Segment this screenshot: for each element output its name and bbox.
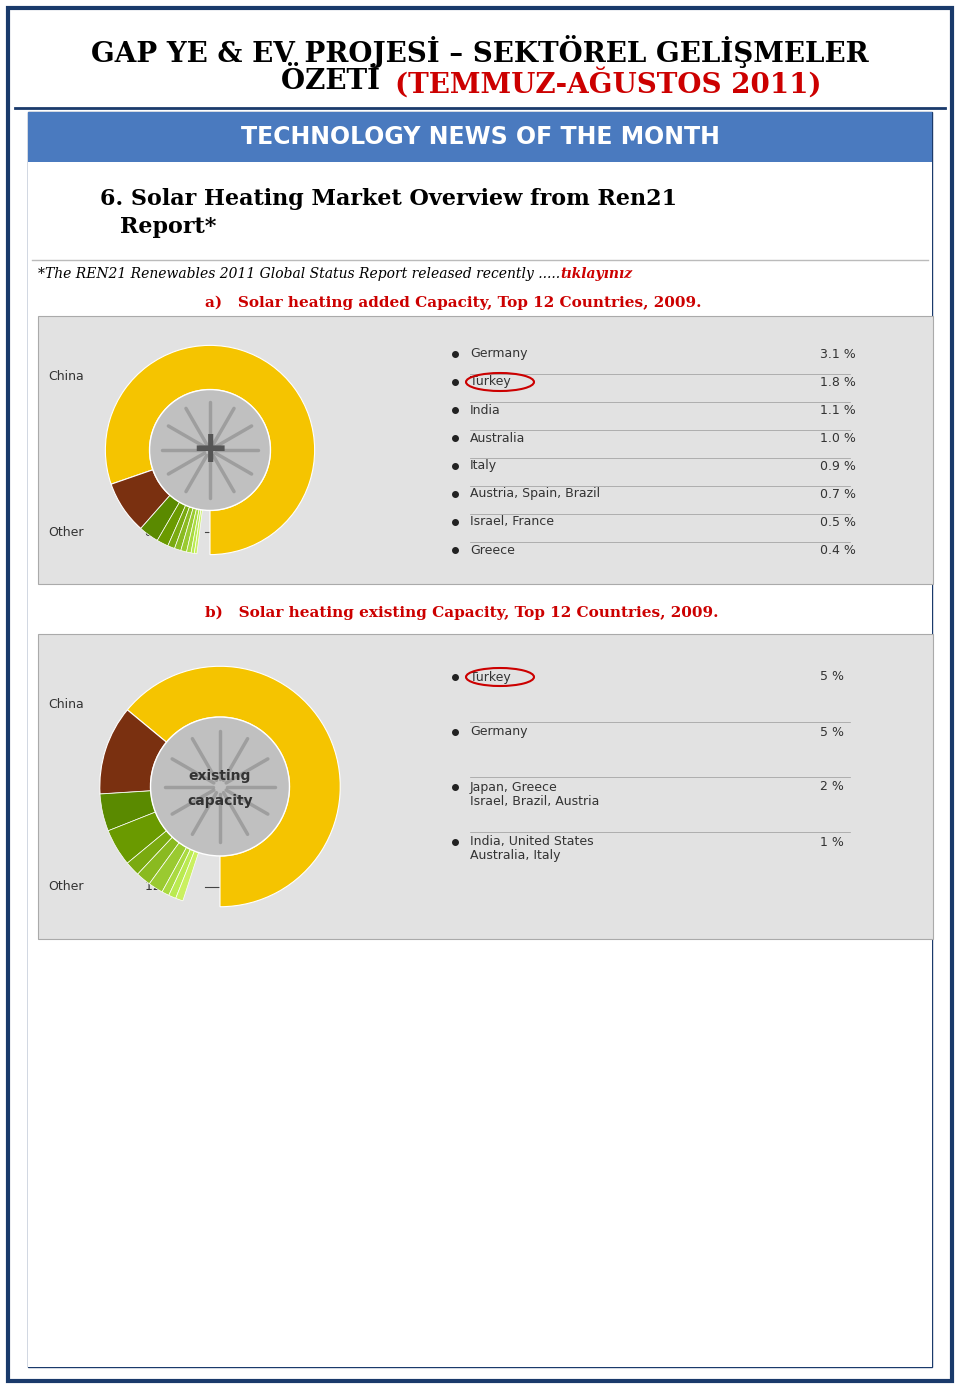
Text: (TEMMUZ-AĞUSTOS 2011): (TEMMUZ-AĞUSTOS 2011) (395, 68, 822, 99)
Text: 2 %: 2 % (820, 781, 844, 793)
Text: 0.9 %: 0.9 % (820, 460, 856, 472)
Text: Italy: Italy (470, 460, 497, 472)
Text: a)   Solar heating added Capacity, Top 12 Countries, 2009.: a) Solar heating added Capacity, Top 12 … (205, 296, 702, 310)
Text: India: India (470, 403, 501, 417)
Text: *The REN21 Renewables 2011 Global Status Report released recently .....: *The REN21 Renewables 2011 Global Status… (38, 267, 560, 281)
Text: China: China (48, 369, 84, 382)
Wedge shape (100, 790, 156, 831)
Text: 5 %: 5 % (820, 725, 844, 739)
Text: capacity: capacity (187, 793, 252, 808)
Text: Turkey: Turkey (470, 671, 511, 683)
Wedge shape (108, 813, 166, 863)
Text: Australia: Australia (470, 432, 525, 444)
Text: Other: Other (48, 881, 84, 893)
Wedge shape (141, 496, 180, 540)
Text: Germany: Germany (470, 725, 527, 739)
Text: +: + (191, 428, 228, 471)
Bar (38, 633, 933, 939)
Wedge shape (180, 508, 197, 551)
Text: Other: Other (48, 525, 84, 539)
Text: 8.2 %: 8.2 % (145, 525, 180, 539)
Text: tıklayınız: tıklayınız (560, 267, 632, 281)
Bar (38, 317, 933, 583)
Wedge shape (169, 849, 195, 899)
Wedge shape (111, 469, 170, 528)
Bar (28, 113, 932, 163)
Text: Germany: Germany (470, 347, 527, 361)
Text: b)   Solar heating existing Capacity, Top 12 Countries, 2009.: b) Solar heating existing Capacity, Top … (205, 606, 718, 621)
Text: Greece: Greece (470, 543, 515, 557)
Text: 0.4 %: 0.4 % (820, 543, 856, 557)
Text: 0.5 %: 0.5 % (820, 515, 856, 528)
Text: India, United States: India, United States (470, 836, 593, 849)
Text: 64 %: 64 % (145, 697, 177, 711)
Text: 5 %: 5 % (820, 671, 844, 683)
Bar (28, 163, 932, 1367)
Wedge shape (175, 507, 193, 550)
Wedge shape (128, 667, 340, 907)
Wedge shape (137, 838, 180, 883)
Wedge shape (176, 851, 199, 901)
Text: Israel, France: Israel, France (470, 515, 554, 528)
Text: China: China (48, 697, 84, 711)
Text: 1 %: 1 % (820, 836, 844, 849)
Wedge shape (186, 508, 199, 553)
Text: Turkey: Turkey (470, 375, 511, 389)
Wedge shape (106, 346, 315, 554)
Circle shape (151, 717, 290, 856)
Text: Israel, Brazil, Austria: Israel, Brazil, Austria (470, 795, 599, 807)
Text: Report*: Report* (120, 217, 217, 238)
Wedge shape (162, 847, 190, 896)
Wedge shape (100, 710, 166, 795)
Text: 12 %: 12 % (145, 881, 177, 893)
Text: 6. Solar Heating Market Overview from Ren21: 6. Solar Heating Market Overview from Re… (100, 188, 677, 210)
Wedge shape (150, 843, 186, 892)
Wedge shape (128, 831, 173, 874)
Text: ÖZETİ: ÖZETİ (281, 68, 390, 94)
Wedge shape (157, 503, 185, 546)
Text: GAP YE & EV PROJESİ – SEKTÖREL GELİŞMELER: GAP YE & EV PROJESİ – SEKTÖREL GELİŞMELE… (91, 35, 869, 68)
Text: 1.0 %: 1.0 % (820, 432, 856, 444)
Text: 1.1 %: 1.1 % (820, 403, 855, 417)
Text: Austria, Spain, Brazil: Austria, Spain, Brazil (470, 488, 600, 500)
Wedge shape (194, 510, 203, 554)
Text: Australia, Italy: Australia, Italy (470, 850, 561, 863)
Text: 1.8 %: 1.8 % (820, 375, 856, 389)
Text: TECHNOLOGY NEWS OF THE MONTH: TECHNOLOGY NEWS OF THE MONTH (241, 125, 719, 149)
Wedge shape (191, 510, 201, 553)
Text: existing: existing (189, 770, 252, 783)
Text: 80.3 %: 80.3 % (145, 369, 189, 382)
Text: Japan, Greece: Japan, Greece (470, 781, 558, 793)
Circle shape (150, 389, 271, 510)
Text: 3.1 %: 3.1 % (820, 347, 855, 361)
Wedge shape (168, 506, 189, 549)
Text: 0.7 %: 0.7 % (820, 488, 856, 500)
